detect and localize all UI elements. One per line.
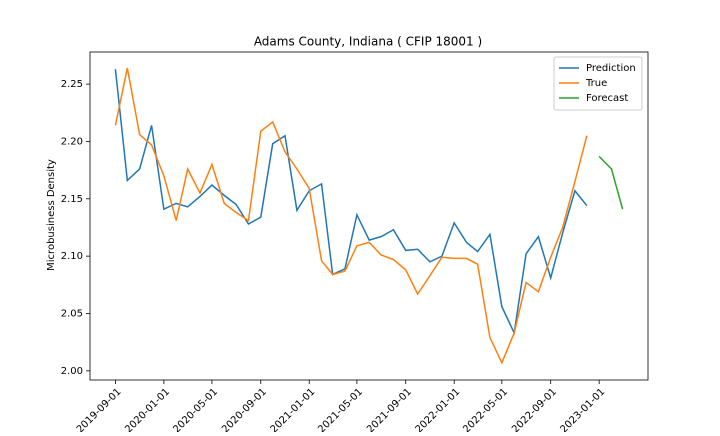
legend-label: Forecast [586,93,628,104]
y-tick-label: 2.20 [61,136,83,147]
y-axis-label: Microbusiness Density [46,159,57,271]
series-line [114,69,588,336]
y-tick-label: 2.05 [61,308,83,319]
y-tick-label: 2.10 [61,251,83,262]
y-tick-label: 2.00 [61,366,83,377]
series-line [114,67,588,365]
plot-frame [89,51,649,381]
legend-box [553,56,643,111]
series-line [598,155,624,210]
chart-title: Adams County, Indiana ( CFIP 18001 ) [254,35,482,49]
y-tick-label: 2.25 [61,79,83,90]
legend-label: True [585,78,607,89]
legend-label: Prediction [586,63,636,74]
y-tick-label: 2.15 [61,194,83,205]
